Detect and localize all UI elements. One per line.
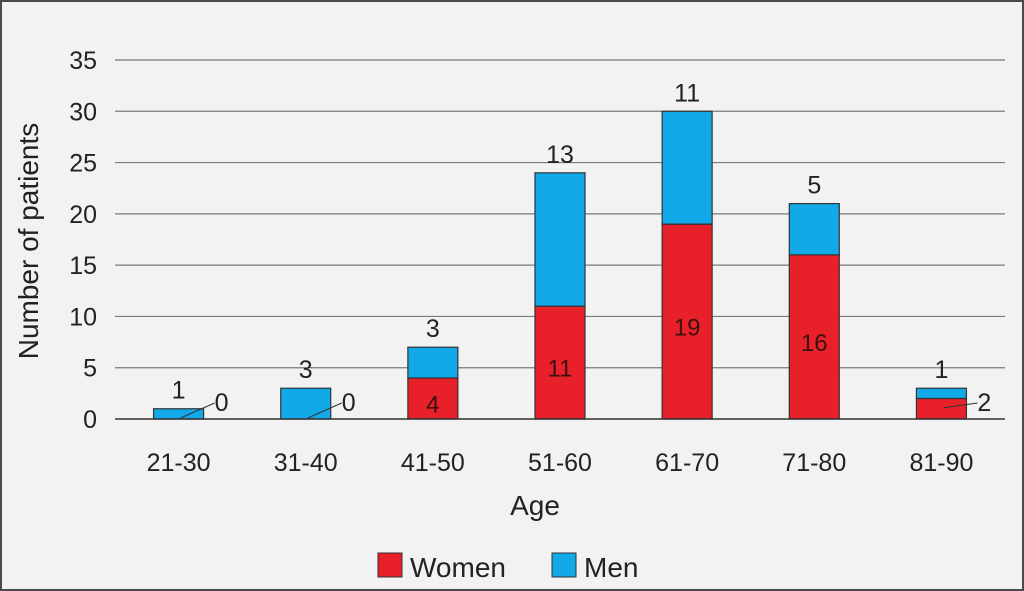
x-tick-label: 41-50: [401, 449, 465, 477]
data-label-men-61-70: 11: [674, 79, 700, 107]
data-label-women-51-60: 11: [548, 356, 573, 383]
legend: Women Men: [377, 552, 638, 583]
y-tick-label: 0: [83, 406, 97, 434]
y-axis-title: Number of patients: [13, 123, 44, 360]
data-label-men-71-80: 5: [807, 172, 821, 200]
bar-men-61-70: [661, 110, 713, 225]
data-label-men-81-90: 1: [934, 356, 948, 384]
legend-label-women: Women: [410, 552, 506, 583]
x-tick-label: 31-40: [274, 449, 338, 477]
bar-women-71-80: [788, 254, 840, 420]
bar-men-31-40: [280, 387, 332, 420]
bar-men-81-90: [915, 387, 968, 400]
x-axis-ticks: 21-30 31-40 41-50 51-60 61-70 71-80 81-90: [147, 449, 974, 477]
y-tick-label: 25: [69, 150, 97, 178]
legend-label-men: Men: [584, 552, 638, 583]
gridlines: [115, 59, 1005, 369]
data-label-women-81-90: 2: [977, 389, 991, 417]
y-tick-label: 15: [69, 252, 97, 280]
bar-men-21-30: [152, 408, 205, 420]
data-label-men-31-40: 3: [299, 356, 313, 384]
data-label-men-41-50: 3: [426, 315, 440, 343]
x-tick-label: 81-90: [909, 449, 973, 477]
data-label-women-31-40: 0: [342, 389, 356, 417]
bar-men-41-50: [407, 346, 459, 379]
data-label-men-51-60: 13: [546, 141, 574, 169]
x-tick-label: 51-60: [528, 449, 592, 477]
x-tick-label: 71-80: [782, 449, 846, 477]
legend-swatch-women: [377, 552, 403, 578]
y-axis-ticks: 0 5 10 15 20 25 30 35: [69, 47, 97, 434]
y-tick-label: 10: [69, 303, 97, 331]
bar-men-71-80: [788, 203, 840, 256]
y-tick-label: 30: [69, 98, 97, 126]
legend-swatch-men: [551, 552, 577, 578]
data-label-women-71-80: 16: [801, 330, 828, 357]
y-tick-label: 5: [83, 355, 97, 383]
y-tick-label: 20: [69, 201, 97, 229]
x-tick-label: 21-30: [147, 449, 211, 477]
x-tick-label: 61-70: [655, 449, 719, 477]
data-label-women-61-70: 19: [674, 315, 701, 342]
y-tick-label: 35: [69, 47, 97, 75]
leader-line-81-90: [943, 402, 978, 409]
data-label-women-21-30: 0: [215, 389, 229, 417]
data-label-women-41-50: 4: [426, 391, 439, 418]
leader-line-31-40: [307, 402, 342, 419]
bar-women-81-90: [915, 397, 968, 420]
x-axis-title: Age: [510, 490, 560, 521]
leader-line-21-30: [180, 402, 215, 419]
data-labels: 1 0 3 0 3 4 13 11 11 19 5 16 1 2: [172, 79, 992, 418]
bar-men-51-60: [534, 172, 586, 307]
data-label-men-21-30: 1: [172, 377, 186, 405]
